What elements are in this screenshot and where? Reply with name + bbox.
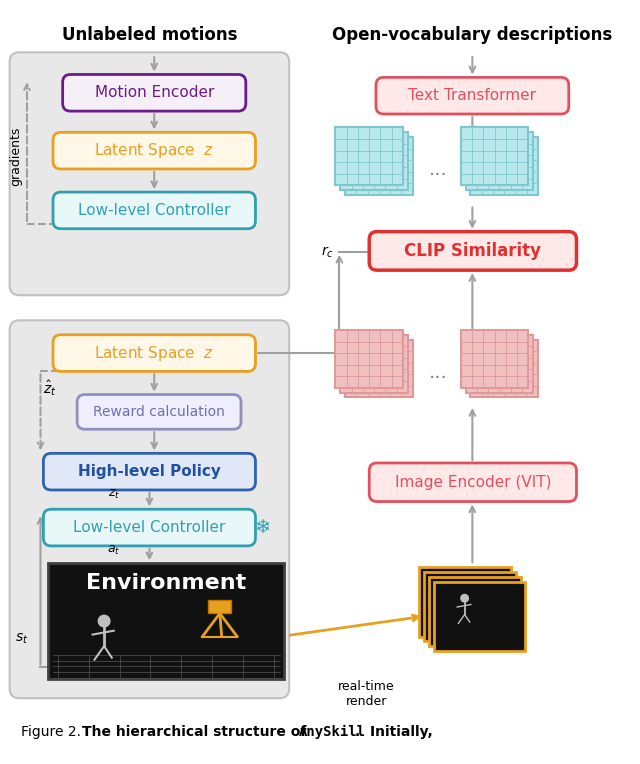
FancyBboxPatch shape bbox=[208, 600, 232, 613]
Text: Figure 2.: Figure 2. bbox=[21, 725, 90, 739]
FancyBboxPatch shape bbox=[335, 330, 403, 388]
FancyBboxPatch shape bbox=[53, 132, 255, 169]
Text: real-time
render: real-time render bbox=[338, 681, 395, 708]
Text: Low-level Controller: Low-level Controller bbox=[78, 203, 230, 218]
FancyBboxPatch shape bbox=[10, 320, 289, 698]
FancyBboxPatch shape bbox=[470, 138, 538, 195]
Text: The hierarchical structure of: The hierarchical structure of bbox=[82, 725, 311, 739]
FancyBboxPatch shape bbox=[376, 77, 569, 114]
FancyBboxPatch shape bbox=[434, 581, 525, 651]
Text: $r_c$: $r_c$ bbox=[321, 244, 334, 260]
Text: CLIP Similarity: CLIP Similarity bbox=[404, 242, 541, 260]
FancyBboxPatch shape bbox=[63, 74, 246, 111]
FancyBboxPatch shape bbox=[461, 128, 528, 186]
FancyBboxPatch shape bbox=[466, 132, 533, 190]
Text: ...: ... bbox=[429, 160, 448, 180]
Text: Unlabeled motions: Unlabeled motions bbox=[61, 26, 237, 44]
Text: $\hat{z}_t$: $\hat{z}_t$ bbox=[44, 378, 57, 397]
FancyBboxPatch shape bbox=[369, 231, 577, 270]
Text: Motion Encoder: Motion Encoder bbox=[95, 86, 214, 100]
FancyBboxPatch shape bbox=[470, 339, 538, 397]
FancyBboxPatch shape bbox=[48, 563, 284, 679]
Text: Image Encoder (VIT): Image Encoder (VIT) bbox=[395, 474, 551, 490]
FancyBboxPatch shape bbox=[340, 132, 408, 190]
FancyBboxPatch shape bbox=[340, 335, 408, 393]
FancyBboxPatch shape bbox=[44, 453, 255, 490]
Circle shape bbox=[99, 615, 110, 626]
Text: $a_t$: $a_t$ bbox=[107, 544, 120, 557]
FancyBboxPatch shape bbox=[429, 577, 520, 646]
FancyBboxPatch shape bbox=[424, 572, 516, 641]
FancyBboxPatch shape bbox=[44, 510, 255, 546]
Text: $s_t$: $s_t$ bbox=[15, 631, 28, 646]
FancyBboxPatch shape bbox=[77, 394, 241, 429]
FancyBboxPatch shape bbox=[419, 567, 511, 636]
Text: ❄: ❄ bbox=[254, 518, 271, 537]
FancyBboxPatch shape bbox=[466, 335, 533, 393]
FancyBboxPatch shape bbox=[345, 339, 413, 397]
Text: Latent Space  $z$: Latent Space $z$ bbox=[94, 344, 214, 363]
Text: AnySkill: AnySkill bbox=[299, 725, 366, 739]
Text: $z_t$: $z_t$ bbox=[108, 488, 120, 501]
FancyBboxPatch shape bbox=[461, 330, 528, 388]
Text: Environment: Environment bbox=[86, 574, 246, 594]
Text: Latent Space  $z$: Latent Space $z$ bbox=[94, 141, 214, 160]
FancyBboxPatch shape bbox=[369, 463, 577, 501]
Text: High-level Policy: High-level Policy bbox=[78, 465, 221, 479]
Text: Open-vocabulary descriptions: Open-vocabulary descriptions bbox=[332, 26, 612, 44]
FancyBboxPatch shape bbox=[53, 192, 255, 228]
Text: gradients: gradients bbox=[9, 127, 22, 186]
FancyBboxPatch shape bbox=[335, 128, 403, 186]
Text: Text Transformer: Text Transformer bbox=[408, 88, 536, 103]
Text: Low-level Controller: Low-level Controller bbox=[73, 520, 226, 535]
FancyBboxPatch shape bbox=[10, 52, 289, 295]
Text: ...: ... bbox=[429, 363, 448, 382]
Text: Reward calculation: Reward calculation bbox=[93, 405, 225, 419]
FancyBboxPatch shape bbox=[53, 335, 255, 371]
FancyBboxPatch shape bbox=[345, 138, 413, 195]
Circle shape bbox=[461, 594, 468, 602]
Text: .  Initially,: . Initially, bbox=[355, 725, 433, 739]
